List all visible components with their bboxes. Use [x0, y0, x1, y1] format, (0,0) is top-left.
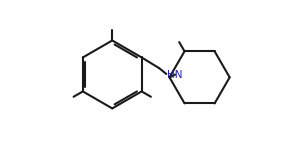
- Text: HN: HN: [167, 70, 182, 80]
